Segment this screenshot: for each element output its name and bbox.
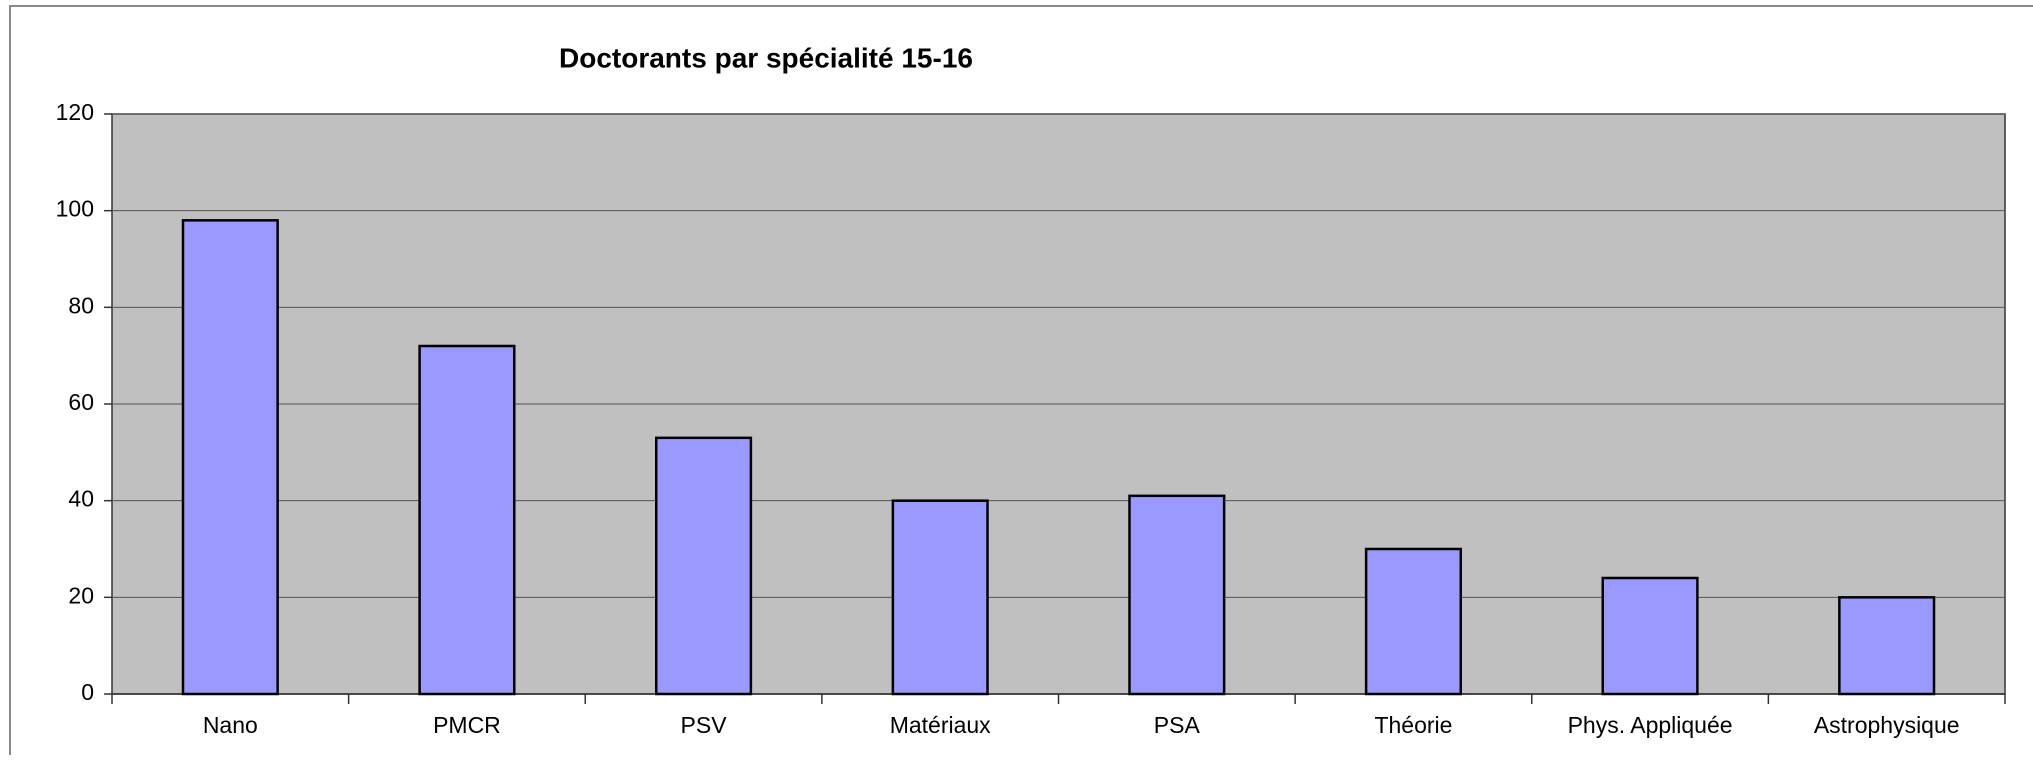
y-tick-label: 20	[68, 582, 94, 608]
bar	[891, 499, 989, 696]
y-tick-label: 0	[81, 679, 94, 705]
y-tick-label: 80	[68, 292, 94, 318]
bar	[1838, 596, 1936, 696]
x-tick-label: Phys. Appliquée	[1568, 712, 1733, 738]
x-tick-label: Nano	[203, 712, 258, 738]
bar	[1601, 576, 1699, 696]
y-tick-label: 100	[56, 196, 94, 222]
y-tick-label: 120	[56, 99, 94, 125]
y-tick-label: 40	[68, 486, 94, 512]
bar	[181, 219, 279, 696]
x-tick-label: Astrophysique	[1814, 712, 1960, 738]
x-tick-label: PMCR	[433, 712, 501, 738]
bar	[654, 436, 753, 696]
bar	[1364, 547, 1463, 696]
x-tick-label: PSV	[681, 712, 728, 738]
x-tick-label: Théorie	[1374, 712, 1452, 738]
bar	[1128, 494, 1226, 696]
bar	[418, 344, 516, 696]
chart-title: Doctorants par spécialité 15-16	[559, 42, 973, 73]
y-tick-label: 60	[68, 389, 94, 415]
x-tick-label: PSA	[1154, 712, 1201, 738]
x-tick-label: Matériaux	[890, 712, 991, 738]
